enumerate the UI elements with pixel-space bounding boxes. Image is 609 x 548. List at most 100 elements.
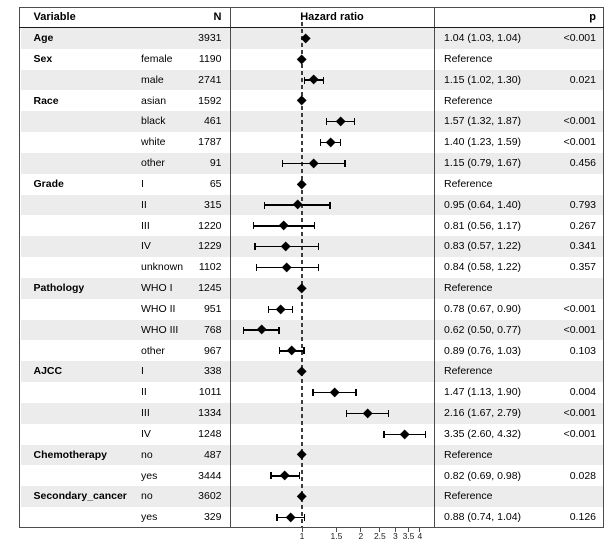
column-header-variable: Variable: [33, 11, 76, 23]
n-cell: 1334: [198, 407, 222, 419]
ci-cap-left: [255, 264, 257, 272]
table-row: III 1220 0.81 (0.56, 1.17) 0.267: [21, 216, 604, 237]
subgroup-cell: other: [141, 157, 165, 169]
ci-cap-left: [267, 305, 270, 313]
column-header-p: p: [589, 11, 596, 23]
p-value-cell: 0.793: [569, 198, 596, 211]
n-cell: 65: [209, 177, 222, 190]
ci-cap-right: [314, 222, 316, 230]
p-value-cell: 0.028: [569, 469, 596, 482]
n-cell: 1011: [198, 386, 222, 399]
ci-cap-right: [323, 76, 325, 84]
subgroup-cell: WHO III: [141, 323, 179, 336]
variable-cell: Chemotherapy: [33, 448, 108, 461]
axis-tick: [407, 528, 409, 532]
table-row: IV 1248 3.35 (2.60, 4.32) <0.001: [21, 424, 604, 445]
reference-line: [301, 22, 303, 528]
ci-cap-left: [383, 430, 385, 438]
table-row: other 91 1.15 (0.79, 1.67) 0.456: [21, 153, 604, 174]
ci-cap-left: [345, 409, 347, 417]
p-value-cell: 0.341: [569, 240, 596, 253]
ci-cap-right: [353, 118, 356, 126]
hr-ci-cell: 0.89 (0.76, 1.03): [444, 344, 522, 357]
p-value-cell: 0.021: [569, 73, 596, 86]
variable-cell: Grade: [33, 177, 64, 190]
table-row: Grade I 65 Reference: [21, 174, 604, 195]
n-cell: 487: [203, 448, 222, 461]
n-cell: 2741: [198, 73, 222, 86]
n-cell: 461: [203, 115, 222, 128]
ci-cap-left: [312, 389, 314, 397]
subgroup-cell: black: [141, 115, 166, 128]
ci-cap-left: [303, 76, 305, 84]
column-divider-right: [434, 7, 436, 528]
variable-cell: Pathology: [33, 282, 85, 294]
column-header-n: N: [213, 11, 222, 23]
hr-ci-cell: Reference: [444, 52, 493, 65]
header-separator: [19, 26, 604, 29]
subgroup-cell: female: [141, 52, 173, 65]
subgroup-cell: asian: [141, 94, 167, 107]
variable-cell: Race: [33, 94, 59, 107]
hr-ci-cell: 1.15 (0.79, 1.67): [444, 157, 522, 169]
p-value-cell: <0.001: [563, 115, 596, 128]
table-row: Secondary_cancer no 3602 Reference: [21, 486, 604, 507]
p-value-cell: <0.001: [563, 323, 596, 336]
ci-cap-left: [319, 139, 321, 147]
hr-ci-cell: 1.40 (1.23, 1.59): [444, 136, 522, 149]
variable-cell: Age: [33, 32, 54, 44]
subgroup-cell: IV: [141, 240, 151, 253]
n-cell: 338: [203, 365, 222, 378]
hr-ci-cell: Reference: [444, 94, 493, 107]
axis-tick: [379, 528, 381, 532]
axis-tick: [394, 528, 396, 532]
hr-ci-cell: 1.04 (1.03, 1.04): [444, 32, 522, 44]
column-divider-left: [230, 7, 232, 528]
subgroup-cell: II: [141, 386, 147, 399]
axis-tick: [360, 528, 362, 532]
hr-ci-cell: 1.57 (1.32, 1.87): [444, 115, 522, 128]
table-row: black 461 1.57 (1.32, 1.87) <0.001: [21, 111, 604, 132]
hr-ci-cell: 2.16 (1.67, 2.79): [444, 407, 522, 419]
ci-cap-left: [281, 159, 284, 167]
table-row: Sex female 1190 Reference: [21, 49, 604, 70]
subgroup-cell: yes: [141, 511, 158, 524]
table-row: yes 329 0.88 (0.74, 1.04) 0.126: [21, 507, 604, 528]
table-row: II 1011 1.47 (1.13, 1.90) 0.004: [21, 382, 604, 403]
n-cell: 329: [203, 511, 222, 524]
hr-ci-cell: 3.35 (2.60, 4.32): [444, 427, 522, 440]
axis-tick-label: 2: [358, 531, 364, 541]
table-header-row: Variable N Hazard ratio p: [21, 7, 604, 28]
ci-cap-right: [278, 326, 280, 334]
hr-ci-cell: Reference: [444, 448, 493, 461]
subgroup-cell: III: [141, 407, 150, 419]
table-row: II 315 0.95 (0.64, 1.40) 0.793: [21, 195, 604, 216]
row-stripe: [20, 403, 604, 424]
subgroup-cell: I: [141, 177, 144, 190]
n-cell: 315: [203, 198, 222, 211]
row-stripe: [20, 486, 604, 508]
n-cell: 1229: [198, 240, 222, 253]
axis-tick-label: 2.5: [373, 531, 386, 541]
p-value-cell: 0.456: [569, 157, 596, 169]
ci-cap-right: [317, 243, 319, 251]
hr-ci-cell: 0.82 (0.69, 0.98): [444, 469, 522, 482]
table-row: III 1334 2.16 (1.67, 2.79) <0.001: [21, 403, 604, 424]
ci-cap-left: [270, 472, 272, 480]
hr-ci-cell: 1.47 (1.13, 1.90): [444, 386, 522, 399]
table-row: other 967 0.89 (0.76, 1.03) 0.103: [21, 341, 604, 362]
row-stripe: [20, 278, 604, 299]
ci-cap-left: [276, 514, 278, 522]
table-row: WHO III 768 0.62 (0.50, 0.77) <0.001: [21, 320, 604, 341]
variable-cell: Secondary_cancer: [33, 490, 127, 503]
subgroup-cell: other: [141, 344, 165, 357]
ci-cap-right: [291, 305, 294, 313]
subgroup-cell: white: [141, 136, 166, 149]
ci-cap-right: [344, 159, 346, 167]
ci-cap-left: [264, 201, 266, 209]
subgroup-cell: WHO I: [141, 282, 173, 294]
p-value-cell: 0.357: [569, 261, 596, 274]
axis-tick: [301, 528, 303, 532]
n-cell: 1190: [198, 52, 222, 65]
